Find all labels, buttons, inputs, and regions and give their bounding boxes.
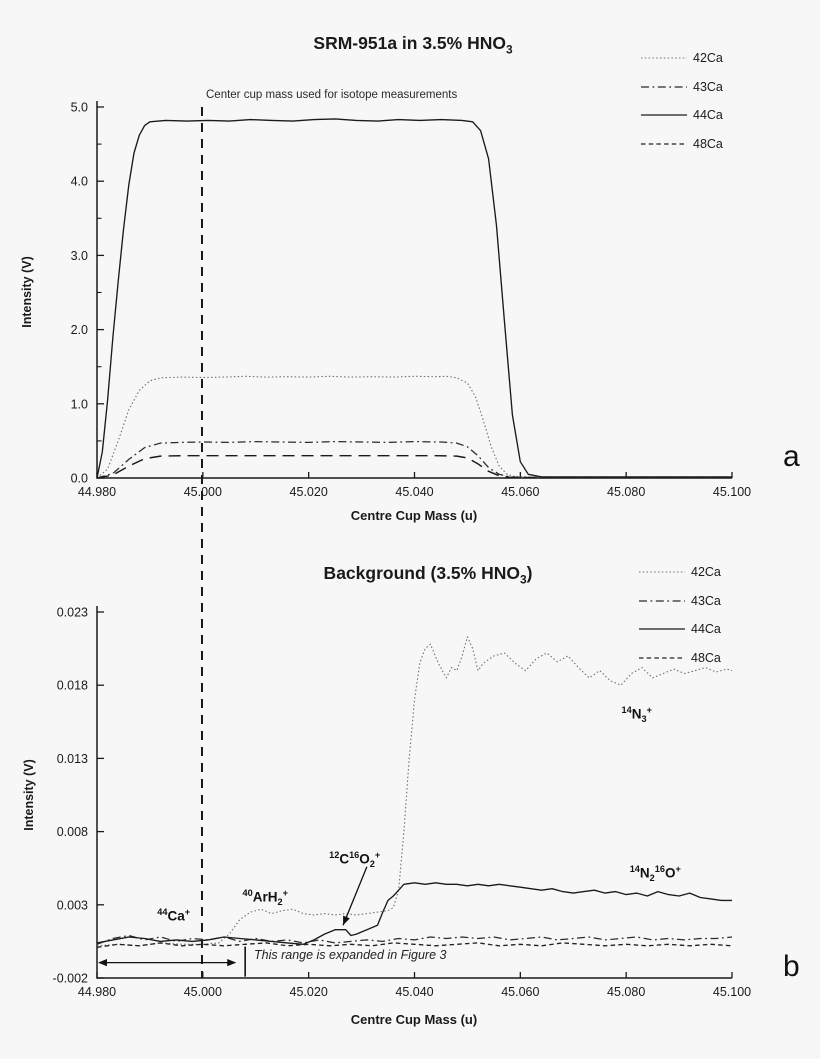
svg-text:2.0: 2.0	[71, 323, 88, 337]
legend-label: 42Ca	[691, 565, 721, 580]
legend-label: 44Ca	[691, 622, 721, 637]
legend-item-48Ca: 48Ca	[640, 130, 723, 159]
svg-text:4.0: 4.0	[71, 175, 88, 189]
svg-text:0.023: 0.023	[57, 606, 88, 620]
solid-line-sample-icon	[641, 114, 687, 116]
svg-text:5.0: 5.0	[71, 101, 88, 115]
legend-item-44Ca: 44Ca	[638, 615, 721, 644]
svg-text:45.060: 45.060	[501, 985, 539, 999]
series-42Ca	[96, 636, 733, 947]
panel-b-legend: 42Ca 43Ca 44Ca 48Ca	[638, 558, 721, 672]
svg-text:0.013: 0.013	[57, 752, 88, 766]
dashed-line-sample-icon	[639, 657, 685, 659]
dashdot-line-sample-icon	[641, 86, 687, 88]
svg-text:45.020: 45.020	[290, 485, 328, 499]
series-44Ca	[96, 118, 732, 479]
panel-a-letter: a	[783, 440, 800, 473]
legend-label: 43Ca	[691, 593, 721, 608]
svg-text:45.100: 45.100	[713, 985, 751, 999]
svg-text:-0.002: -0.002	[53, 972, 88, 986]
svg-text:44.980: 44.980	[78, 485, 116, 499]
dashdot-line-sample-icon	[639, 600, 685, 602]
legend-item-43Ca: 43Ca	[640, 73, 723, 102]
center-cup-annotation: Center cup mass used for isotope measure…	[206, 89, 458, 101]
svg-text:0.003: 0.003	[57, 898, 88, 912]
legend-label: 48Ca	[691, 650, 721, 665]
legend-item-43Ca: 43Ca	[638, 587, 721, 616]
legend-item-48Ca: 48Ca	[638, 644, 721, 673]
panel-b-title: Background (3.5% HNO3)	[323, 563, 533, 587]
legend-item-42Ca: 42Ca	[638, 558, 721, 587]
panel-a-x-axis-label: Centre Cup Mass (u)	[350, 508, 478, 523]
series-44Ca	[96, 882, 732, 945]
panel-a-y-axis-label: Intensity (V)	[20, 256, 34, 328]
svg-text:45.100: 45.100	[713, 485, 751, 499]
svg-text:45.080: 45.080	[607, 985, 645, 999]
svg-text:45.000: 45.000	[184, 485, 222, 499]
dashed-line-sample-icon	[641, 143, 687, 145]
ion-label: 14N216O+	[629, 864, 681, 884]
legend-label: 43Ca	[693, 79, 723, 94]
svg-text:1.0: 1.0	[71, 397, 88, 411]
svg-text:45.000: 45.000	[184, 985, 222, 999]
dotted-line-sample-icon	[641, 57, 687, 59]
legend-label: 44Ca	[693, 108, 723, 123]
svg-text:0.0: 0.0	[71, 472, 88, 486]
panel-a-legend: 42Ca 43Ca 44Ca 48Ca	[640, 44, 723, 158]
ion-label: 44Ca+	[157, 906, 191, 924]
svg-text:0.018: 0.018	[57, 679, 88, 693]
legend-label: 48Ca	[693, 136, 723, 151]
panel-b-letter: b	[783, 950, 800, 983]
series-48Ca	[96, 454, 732, 479]
legend-item-44Ca: 44Ca	[640, 101, 723, 130]
svg-text:45.080: 45.080	[607, 485, 645, 499]
panel-b-x-axis-label: Centre Cup Mass (u)	[350, 1012, 478, 1027]
series-43Ca	[96, 934, 733, 945]
series-42Ca	[96, 375, 732, 479]
svg-text:44.980: 44.980	[78, 985, 116, 999]
dotted-line-sample-icon	[639, 571, 685, 573]
ion-label: 14N3+	[621, 705, 652, 725]
legend-label: 42Ca	[693, 51, 723, 66]
center-mass-dashed-line	[201, 107, 203, 978]
series-48Ca	[96, 942, 733, 948]
svg-text:45.060: 45.060	[501, 485, 539, 499]
svg-text:45.040: 45.040	[395, 485, 433, 499]
svg-text:0.008: 0.008	[57, 825, 88, 839]
range-expanded-note: This range is expanded in Figure 3	[254, 948, 447, 962]
solid-line-sample-icon	[639, 628, 685, 630]
panel-b-y-axis-label: Intensity (V)	[22, 759, 36, 831]
svg-text:45.020: 45.020	[290, 985, 328, 999]
legend-item-42Ca: 42Ca	[640, 44, 723, 73]
ion-label: 40ArH2+	[242, 887, 288, 907]
panel-a-title: SRM-951a in 3.5% HNO3	[313, 33, 513, 57]
svg-text:3.0: 3.0	[71, 249, 88, 263]
svg-text:45.040: 45.040	[395, 985, 433, 999]
ion-label: 12C16O2+	[329, 849, 381, 869]
